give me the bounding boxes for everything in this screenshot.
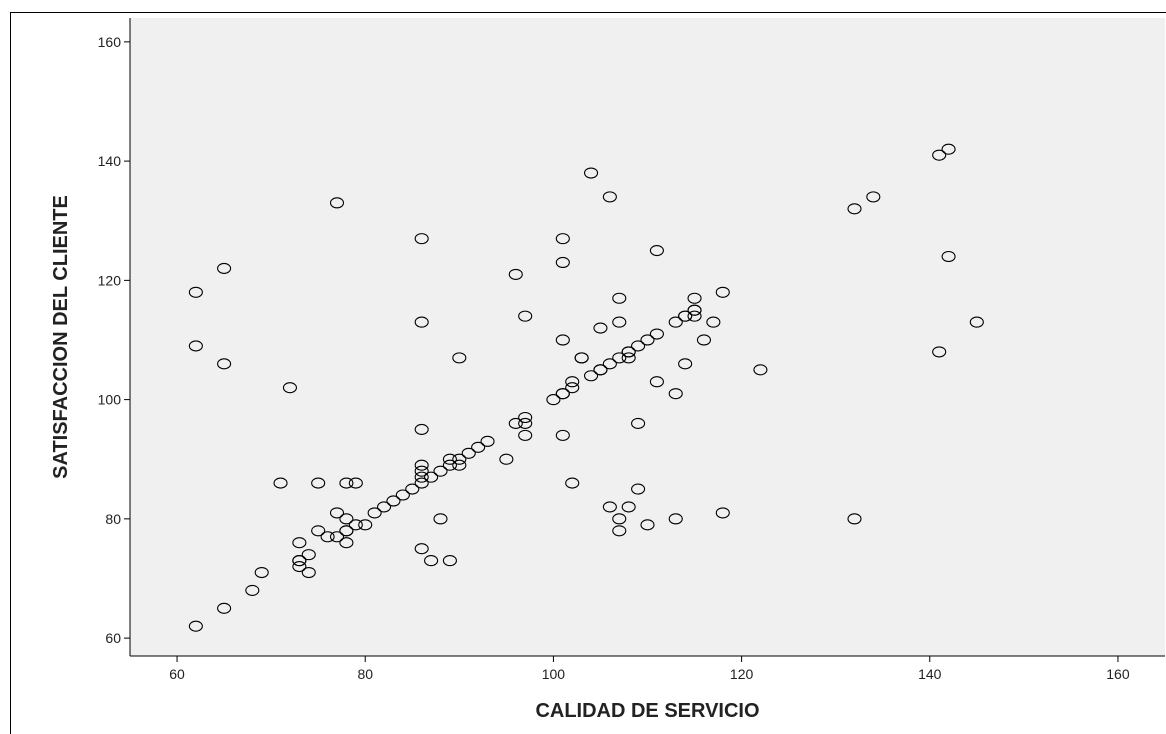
x-tick-label: 120 xyxy=(730,666,754,682)
x-tick-label: 160 xyxy=(1106,666,1130,682)
x-tick-label: 140 xyxy=(918,666,942,682)
y-tick-label: 80 xyxy=(105,511,121,527)
x-tick-label: 60 xyxy=(169,666,185,682)
y-tick-label: 140 xyxy=(98,153,122,169)
plot-area xyxy=(130,18,1165,656)
x-tick-label: 80 xyxy=(357,666,373,682)
y-axis-title: SATISFACCION DEL CLIENTE xyxy=(50,195,72,479)
x-tick-label: 100 xyxy=(542,666,566,682)
y-tick-label: 160 xyxy=(98,34,122,50)
y-axis: 60 80 100 120 140 160 xyxy=(98,18,130,656)
y-tick-label: 60 xyxy=(105,630,121,646)
x-axis-title: CALIDAD DE SERVICIO xyxy=(535,700,759,722)
x-axis: 60 80 100 120 140 160 xyxy=(130,656,1165,682)
y-tick-label: 100 xyxy=(98,392,122,408)
y-tick-label: 120 xyxy=(98,272,122,288)
